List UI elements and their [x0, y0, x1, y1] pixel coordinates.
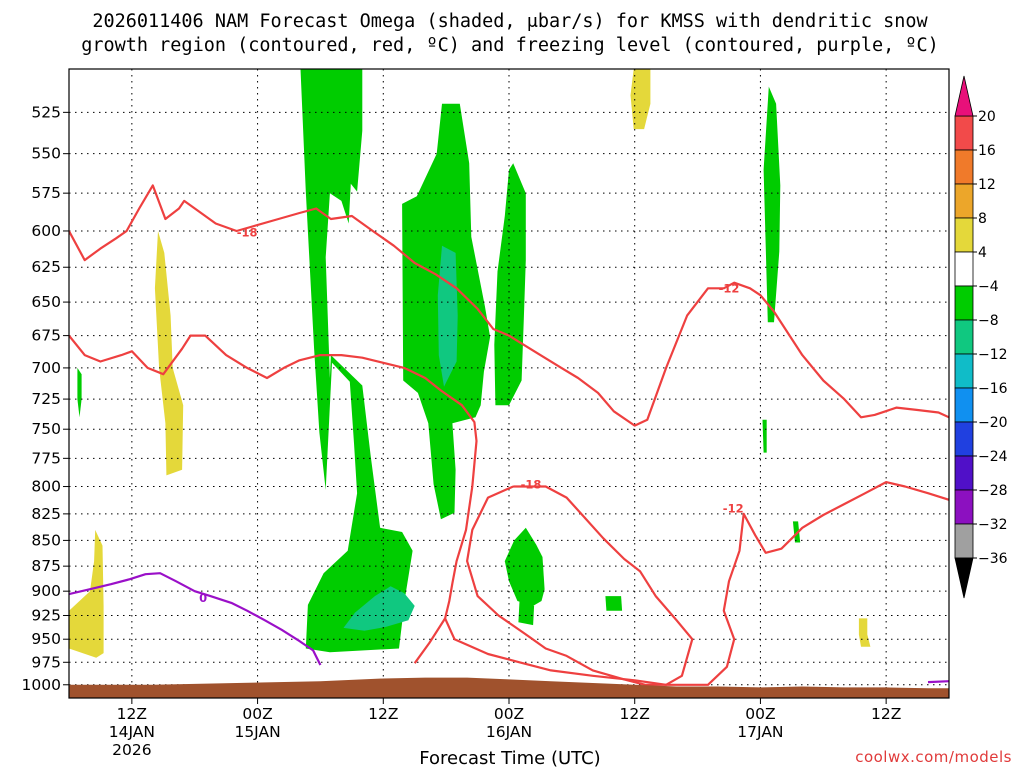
colorbar-swatch — [954, 115, 974, 151]
dgz-closed-contour — [466, 485, 694, 686]
colorbar-tick-label: −12 — [978, 347, 1008, 363]
omega-region — [69, 529, 104, 658]
x-tick-label: 00Z — [494, 705, 524, 723]
contour-layer: -18 -12 -18 -12 0 — [69, 184, 949, 686]
y-tick-label: 600 — [31, 222, 61, 240]
y-tick-label: 550 — [31, 145, 61, 163]
y-tick-label: 850 — [31, 531, 61, 549]
colorbar-tick-label: −28 — [978, 483, 1008, 499]
y-tick-label: 700 — [31, 359, 61, 377]
colorbar-swatch — [954, 319, 974, 355]
omega-region — [762, 419, 767, 453]
chart-title-line2: growth region (contoured, red, ºC) and f… — [81, 35, 939, 56]
y-axis: 525 550 575 600 625 650 675 700 725 750 775 800 825 8… — [22, 103, 69, 694]
omega-region — [518, 601, 535, 626]
colorbar-tick-label: 20 — [978, 109, 996, 125]
colorbar-swatch — [954, 387, 974, 423]
omega-region — [605, 596, 623, 611]
y-tick-label: 650 — [31, 293, 61, 311]
colorbar-swatch — [954, 523, 974, 559]
x-tick-date: 17JAN — [737, 723, 783, 741]
dgz-contour-line — [69, 184, 949, 427]
colorbar-tick-label: −32 — [978, 517, 1008, 533]
colorbar-swatch — [954, 455, 974, 491]
colorbar-tick-label: −4 — [978, 279, 999, 295]
contour-label: -18 — [521, 477, 542, 491]
omega-shading-layer — [69, 69, 871, 658]
omega-region — [494, 163, 526, 406]
omega-region — [504, 527, 545, 606]
x-tick-label: 12Z — [117, 705, 147, 723]
freezing-level-contour — [69, 572, 322, 666]
omega-colorbar: 20 16 12 8 4 −4 −8 −12 −16 −20 −24 −28 −32 −36 — [954, 75, 1008, 599]
credit-text: coolwx.com/models — [855, 748, 1012, 766]
y-tick-label: 950 — [31, 630, 61, 648]
y-tick-label: 900 — [31, 582, 61, 600]
colorbar-swatch — [954, 489, 974, 525]
omega-region — [630, 69, 651, 130]
contour-label: -18 — [237, 225, 258, 239]
colorbar-tick-label: −8 — [978, 313, 999, 329]
colorbar-tick-label: 12 — [978, 177, 996, 193]
y-tick-label: 1000 — [22, 676, 61, 694]
omega-region — [437, 245, 458, 387]
colorbar-top-arrow — [954, 75, 974, 117]
x-tick-date: 14JAN — [109, 723, 155, 741]
x-tick-date: 15JAN — [234, 723, 280, 741]
x-tick-label: 00Z — [242, 705, 272, 723]
y-tick-label: 575 — [31, 184, 61, 202]
colorbar-swatch — [954, 149, 974, 185]
omega-region — [343, 586, 415, 631]
colorbar-bottom-arrow — [954, 557, 974, 599]
omega-region — [763, 86, 781, 323]
y-tick-label: 725 — [31, 390, 61, 408]
terrain-ground — [69, 677, 949, 698]
y-tick-label: 675 — [31, 327, 61, 345]
y-tick-label: 625 — [31, 258, 61, 276]
colorbar-swatch — [954, 353, 974, 389]
omega-region — [792, 521, 801, 543]
terrain-layer — [69, 677, 949, 698]
y-tick-label: 775 — [31, 449, 61, 467]
dgz-closed-contour — [444, 481, 949, 686]
colorbar-swatch — [954, 217, 974, 253]
freezing-level-contour-right — [927, 680, 949, 684]
y-tick-label: 975 — [31, 653, 61, 671]
colorbar-tick-label: 16 — [978, 143, 996, 159]
colorbar-tick-label: −20 — [978, 415, 1008, 431]
chart-title-line1: 2026011406 NAM Forecast Omega (shaded, μ… — [92, 11, 928, 32]
dgz-contour-line — [69, 334, 478, 664]
y-tick-label: 875 — [31, 557, 61, 575]
y-tick-label: 925 — [31, 607, 61, 625]
colorbar-tick-label: −16 — [978, 381, 1008, 397]
x-tick-year: 2026 — [112, 741, 151, 759]
x-tick-label: 12Z — [368, 705, 398, 723]
omega-region — [77, 367, 82, 418]
colorbar-swatch — [954, 251, 974, 287]
colorbar-tick-label: 4 — [978, 245, 987, 261]
colorbar-swatch — [954, 421, 974, 457]
colorbar-tick-label: −24 — [978, 449, 1008, 465]
colorbar-swatch — [954, 285, 974, 321]
x-tick-date: 16JAN — [486, 723, 532, 741]
contour-label: 0 — [199, 591, 207, 605]
x-axis-label: Forecast Time (UTC) — [419, 748, 600, 768]
y-tick-label: 750 — [31, 420, 61, 438]
contour-label: -12 — [723, 501, 744, 515]
grid-layer — [69, 69, 949, 698]
y-tick-label: 825 — [31, 505, 61, 523]
plot-area: -18 -12 -18 -12 0 — [69, 69, 949, 698]
y-tick-label: 525 — [31, 103, 61, 121]
contour-label: -12 — [719, 281, 740, 295]
x-tick-label: 12Z — [871, 705, 901, 723]
x-tick-label: 12Z — [620, 705, 650, 723]
colorbar-tick-label: 8 — [978, 211, 987, 227]
colorbar-swatch — [954, 183, 974, 219]
x-tick-label: 00Z — [745, 705, 775, 723]
omega-region — [154, 231, 184, 476]
y-tick-label: 800 — [31, 478, 61, 496]
colorbar-tick-label: −36 — [978, 551, 1008, 567]
